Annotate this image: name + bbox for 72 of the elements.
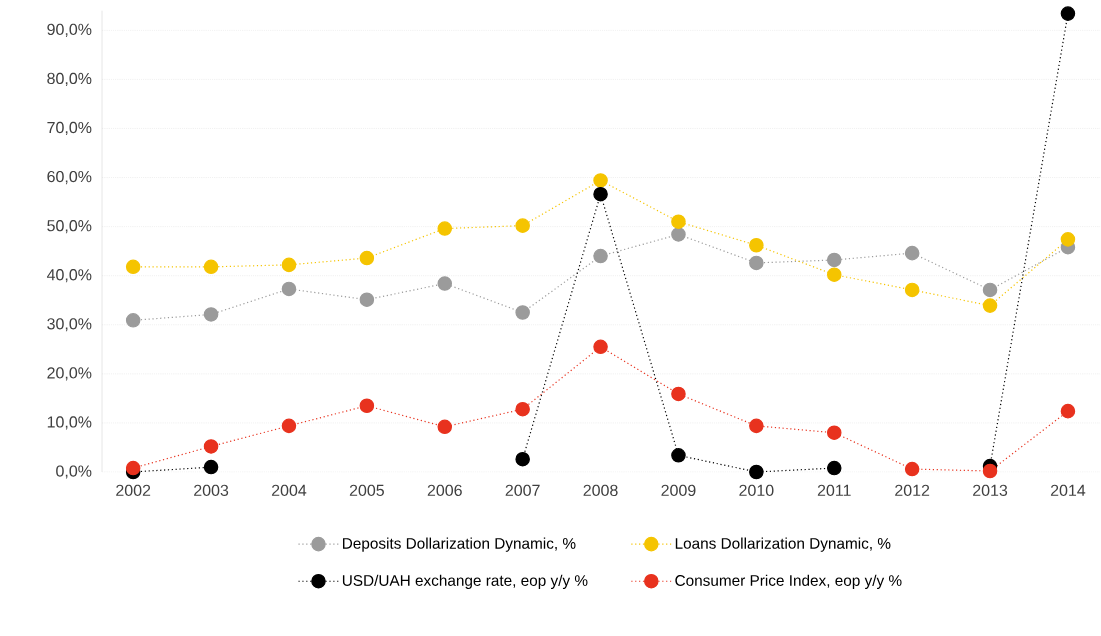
y-tick-label: 40,0% bbox=[46, 269, 92, 283]
point bbox=[437, 276, 453, 291]
legend-label: Consumer Price Index, eop y/y % bbox=[675, 574, 902, 589]
point bbox=[826, 425, 842, 440]
point bbox=[281, 418, 297, 434]
y-tick-label: 70,0% bbox=[47, 121, 92, 136]
point bbox=[671, 386, 686, 402]
point bbox=[671, 214, 686, 229]
legend-label: Deposits Dollarization Dynamic, % bbox=[343, 537, 576, 552]
y-tick-label: 10,0% bbox=[47, 416, 92, 430]
x-tick-label: 2010 bbox=[739, 484, 774, 497]
point bbox=[359, 250, 375, 266]
point bbox=[904, 282, 920, 298]
point bbox=[359, 292, 375, 307]
point bbox=[749, 464, 764, 480]
point bbox=[982, 282, 998, 298]
point bbox=[437, 419, 453, 435]
x-tick-label: 2012 bbox=[895, 484, 930, 497]
x-tick-label: 2002 bbox=[116, 484, 151, 497]
point bbox=[359, 398, 375, 413]
y-tick-label: 0,0% bbox=[56, 465, 92, 479]
point bbox=[515, 305, 530, 320]
x-tick-label: 2014 bbox=[1050, 484, 1086, 497]
point bbox=[904, 245, 920, 261]
x-tick-label: 2006 bbox=[427, 484, 462, 497]
point bbox=[1060, 232, 1076, 247]
point bbox=[749, 237, 764, 253]
x-tick-label: 2005 bbox=[349, 484, 384, 497]
x-tick-label: 2008 bbox=[583, 484, 618, 497]
point bbox=[1060, 403, 1076, 419]
point bbox=[125, 460, 141, 476]
point bbox=[203, 459, 219, 475]
point bbox=[125, 259, 141, 275]
point bbox=[515, 451, 530, 467]
x-tick-label: 2003 bbox=[194, 484, 229, 497]
point bbox=[203, 259, 219, 275]
point bbox=[826, 267, 842, 282]
y-tick-label: 50,0% bbox=[47, 220, 92, 234]
point bbox=[593, 339, 608, 355]
point bbox=[593, 248, 608, 264]
point bbox=[982, 463, 998, 479]
point bbox=[593, 186, 608, 202]
point bbox=[437, 221, 453, 236]
point bbox=[671, 227, 686, 242]
y-tick-label: 30,0% bbox=[47, 318, 92, 332]
point bbox=[281, 281, 297, 297]
x-tick-label: 2013 bbox=[973, 484, 1008, 497]
point bbox=[982, 298, 998, 313]
point bbox=[671, 448, 686, 463]
x-tick-label: 2007 bbox=[505, 484, 540, 497]
point bbox=[826, 252, 842, 268]
point bbox=[515, 218, 530, 233]
y-tick-label: 90,0% bbox=[47, 23, 92, 37]
point bbox=[125, 313, 141, 328]
point bbox=[515, 401, 530, 417]
point bbox=[826, 460, 842, 476]
point bbox=[904, 461, 920, 477]
x-tick-label: 2004 bbox=[271, 484, 307, 497]
y-tick-label: 20,0% bbox=[47, 367, 92, 381]
point bbox=[1060, 6, 1076, 21]
point bbox=[749, 255, 764, 271]
x-tick-label: 2011 bbox=[817, 484, 851, 497]
legend-label: Loans Dollarization Dynamic, % bbox=[675, 537, 891, 552]
point bbox=[281, 257, 297, 273]
point bbox=[203, 307, 219, 322]
point bbox=[203, 439, 219, 454]
x-tick-label: 2009 bbox=[661, 484, 696, 497]
point bbox=[749, 418, 764, 434]
y-tick-label: 80,0% bbox=[47, 72, 92, 86]
y-tick-label: 60,0% bbox=[47, 170, 92, 185]
point bbox=[593, 173, 608, 188]
legend-label: USD/UAH exchange rate, eop y/y % bbox=[342, 574, 588, 589]
